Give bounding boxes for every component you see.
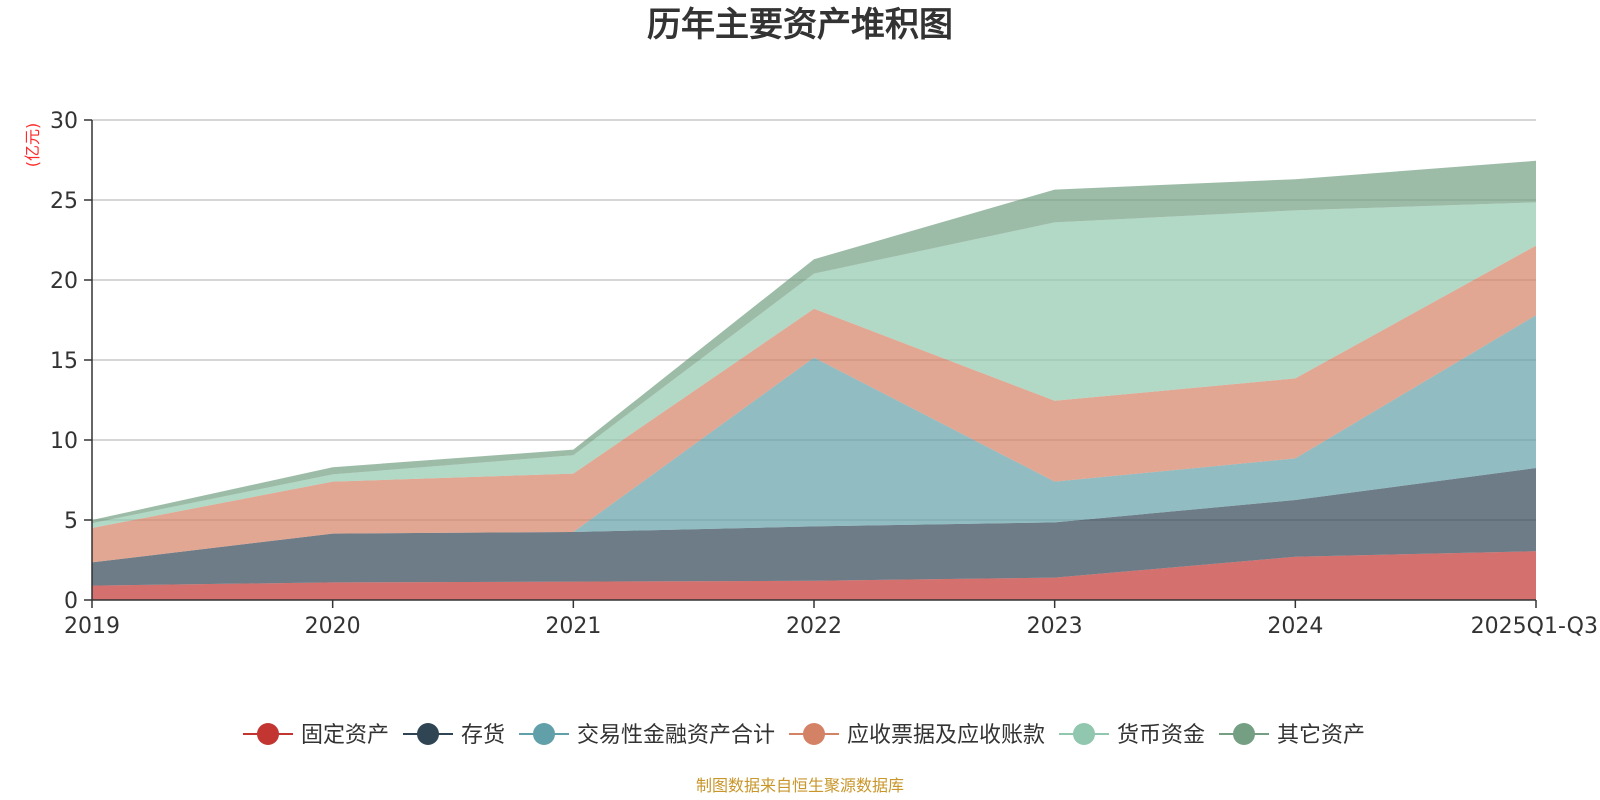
legend-item-0[interactable]: 固定资产	[243, 723, 389, 748]
legend-label: 应收票据及应收账款	[847, 723, 1045, 748]
y-axis-unit-label: (亿元)	[23, 123, 42, 168]
legend-marker-icon	[257, 723, 279, 745]
area-series-3	[92, 245, 1536, 563]
x-tick-label-3: 2022	[786, 614, 842, 639]
axes: 0 5 10 15 20 25 30 2019 2020 2021 2022 2023 2024 2025…	[50, 109, 1598, 639]
y-tick-label-10: 10	[50, 429, 78, 454]
area-series-5	[92, 160, 1536, 524]
y-tick-label-0: 0	[64, 589, 78, 614]
legend-marker-icon	[1233, 723, 1255, 745]
legend-label: 其它资产	[1277, 723, 1365, 748]
data-source-note: 制图数据来自恒生聚源数据库	[696, 776, 904, 795]
x-tick-label-4: 2023	[1027, 614, 1083, 639]
area-series-2	[92, 315, 1536, 563]
legend[interactable]: 固定资产 存货 交易性金融资产合计 应收票据及应收账款 货币资金 其它资产	[243, 723, 1365, 748]
x-tick-label-5: 2024	[1267, 614, 1323, 639]
area-series-4	[92, 202, 1536, 528]
x-tick-label-1: 2020	[305, 614, 361, 639]
legend-label: 存货	[461, 723, 505, 748]
legend-marker-icon	[803, 723, 825, 745]
chart-title: 历年主要资产堆积图	[647, 5, 953, 45]
legend-item-3[interactable]: 应收票据及应收账款	[789, 723, 1045, 748]
legend-item-1[interactable]: 存货	[403, 723, 505, 748]
legend-marker-icon	[417, 723, 439, 745]
y-tick-label-20: 20	[50, 269, 78, 294]
x-tick-label-0: 2019	[64, 614, 120, 639]
legend-label: 固定资产	[301, 723, 389, 748]
legend-item-5[interactable]: 其它资产	[1219, 723, 1365, 748]
y-tick-label-30: 30	[50, 109, 78, 134]
area-series-0	[92, 551, 1536, 600]
y-tick-label-25: 25	[50, 189, 78, 214]
x-tick-label-2: 2021	[545, 614, 601, 639]
x-tick-label-6: 2025Q1-Q3	[1471, 614, 1598, 639]
legend-label: 交易性金融资产合计	[577, 723, 775, 748]
legend-item-4[interactable]: 货币资金	[1059, 723, 1205, 748]
legend-label: 货币资金	[1117, 723, 1205, 748]
y-tick-label-15: 15	[50, 349, 78, 374]
area-series-layer	[92, 160, 1536, 600]
legend-marker-icon	[533, 723, 555, 745]
area-series-1	[92, 468, 1536, 586]
legend-marker-icon	[1073, 723, 1095, 745]
legend-item-2[interactable]: 交易性金融资产合计	[519, 723, 775, 748]
y-tick-label-5: 5	[64, 509, 78, 534]
